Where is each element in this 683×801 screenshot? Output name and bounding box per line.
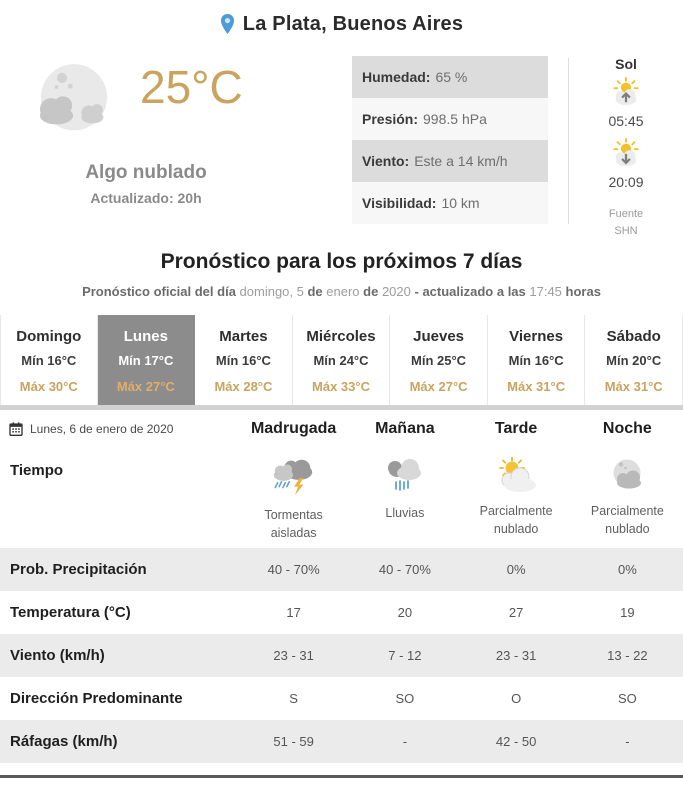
table-row-direction: Dirección Predominante S SO O SO [10, 690, 637, 707]
weather-row-label: Tiempo [10, 462, 64, 479]
sunset-time: 20:09 [608, 174, 644, 190]
stat-wind: Viento: Este a 14 km/h [352, 140, 548, 182]
table-row-precipitation: Prob. Precipitación 40 - 70% 40 - 70% 0%… [0, 548, 683, 591]
sunrise-icon [611, 76, 641, 111]
column-header-madrugada: Madrugada [250, 420, 337, 437]
condition-label: Lluvias [385, 506, 425, 520]
condition-noche: Parcialmente nublado [572, 448, 683, 538]
strip-divider-bar [0, 405, 683, 410]
partly-cloudy-night-icon [606, 456, 648, 499]
detail-date: Lunes, 6 de enero de 2020 [0, 421, 238, 437]
condition-label: Tormentas aisladas [264, 508, 323, 541]
day-tab-jueves[interactable]: Jueves Mín 25°C Máx 27°C [390, 315, 488, 405]
column-header-manana: Mañana [375, 420, 435, 437]
rain-icon [383, 456, 427, 501]
sunrise-time: 05:45 [608, 113, 644, 129]
moon-clouds-icon [28, 58, 120, 147]
day-tab-sabado[interactable]: Sábado Mín 20°C Máx 31°C [585, 315, 683, 405]
day-tab-martes[interactable]: Martes Mín 16°C Máx 28°C [195, 315, 293, 405]
forecast-title: Pronóstico para los próximos 7 días [160, 250, 523, 273]
stat-pressure: Presión: 998.5 hPa [352, 98, 548, 140]
day-tab-lunes[interactable]: Lunes Mín 17°C Máx 27°C [97, 315, 196, 405]
current-conditions: 25°C Algo nublado Actualizado: 20h Humed… [0, 48, 683, 237]
table-row-gusts: Ráfagas (km/h) 51 - 59 - 42 - 50 - [0, 720, 683, 763]
calendar-icon [8, 421, 24, 437]
detail-header-row: Lunes, 6 de enero de 2020 Madrugada Maña… [0, 410, 683, 448]
sun-panel: Sol 05:45 [569, 54, 683, 237]
current-updated-text: Actualizado: 20h [90, 190, 202, 206]
condition-tarde: Parcialmente nublado [461, 448, 572, 538]
column-header-noche: Noche [602, 420, 652, 437]
sunset-icon [611, 137, 641, 172]
page-title: La Plata, Buenos Aires [242, 12, 464, 35]
day-tab-miercoles[interactable]: Miércoles Mín 24°C Máx 33°C [293, 315, 391, 405]
condition-label: Parcialmente nublado [590, 504, 664, 537]
location-header: La Plata, Buenos Aires [0, 0, 683, 48]
current-stats: Humedad: 65 % Presión: 998.5 hPa Viento:… [352, 56, 548, 236]
column-header-tarde: Tarde [494, 420, 538, 437]
condition-madrugada: Tormentas aisladas [238, 448, 349, 542]
sun-title: Sol [615, 56, 637, 72]
table-row-wind: Viento (km/h) 23 - 31 7 - 12 23 - 31 13 … [0, 634, 683, 677]
current-condition-text: Algo nublado [85, 162, 207, 183]
current-temperature: 25°C [140, 61, 243, 113]
seven-day-strip: Domingo Mín 16°C Máx 30°C Lunes Mín 17°C… [0, 315, 683, 405]
day-tab-viernes[interactable]: Viernes Mín 16°C Máx 31°C [488, 315, 586, 405]
vertical-divider [568, 58, 569, 224]
condition-label: Parcialmente nublado [479, 504, 553, 537]
source-label: Fuente SHN [608, 208, 644, 237]
stat-visibility: Visibilidad: 10 km [352, 182, 548, 224]
table-row-temperature: Temperatura (°C) 17 20 27 19 [10, 604, 635, 621]
stat-humidity: Humedad: 65 % [352, 56, 548, 98]
partly-cloudy-day-icon [492, 456, 540, 499]
bottom-divider [0, 775, 683, 778]
day-tab-domingo[interactable]: Domingo Mín 16°C Máx 30°C [0, 315, 98, 405]
location-pin-icon [220, 13, 235, 35]
forecast-subtitle: Pronóstico oficial del día domingo, 5 de… [82, 284, 601, 299]
condition-manana: Lluvias [349, 448, 460, 522]
current-summary: 25°C Algo nublado Actualizado: 20h [0, 54, 352, 236]
storm-icon [270, 456, 318, 503]
weather-row: Tiempo Tormentas aisladas [0, 448, 683, 548]
